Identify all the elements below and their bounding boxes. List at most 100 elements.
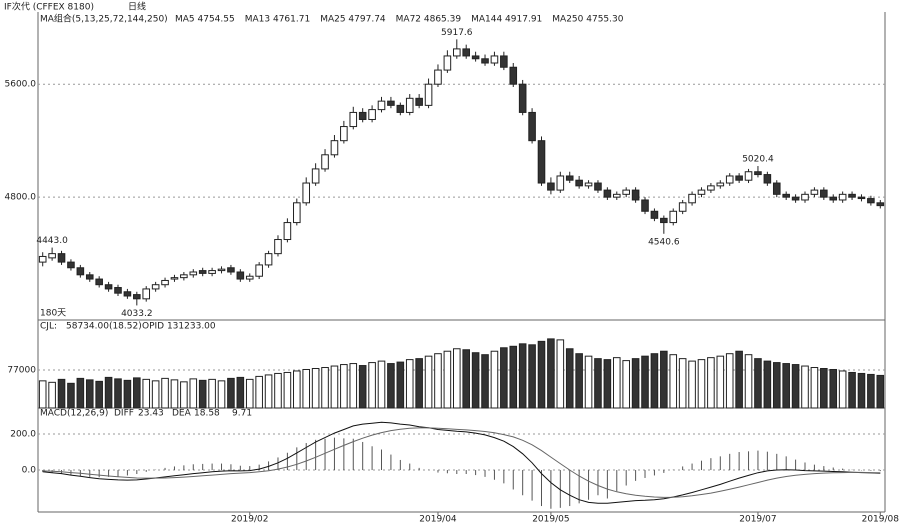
volume-bar [801, 365, 809, 409]
volume-bar [114, 378, 122, 409]
annotation: 5020.4 [742, 155, 774, 165]
y-tick-label: 0.0 [22, 466, 37, 476]
ma-label: MA5 4754.55 [175, 15, 235, 25]
volume-bar [725, 353, 734, 409]
candle-body [565, 175, 574, 181]
annotation: 4540.6 [648, 237, 680, 247]
volume-bar [264, 374, 273, 409]
candle-body [810, 189, 819, 195]
volume-bar [217, 380, 226, 409]
candle-body [217, 268, 226, 272]
ma-label: MA72 4865.39 [396, 15, 462, 25]
candle-body [227, 267, 235, 273]
candle-body [358, 111, 367, 120]
candle-body [104, 284, 113, 290]
candle-body [857, 196, 866, 200]
candle-body [151, 284, 160, 290]
volume-bar [707, 357, 715, 409]
candle-body [660, 217, 668, 224]
ma-label: MA13 4761.71 [245, 15, 310, 25]
volume-bar [660, 350, 668, 409]
volume-bar [227, 377, 235, 409]
volume-bar [330, 365, 339, 409]
volume-bar [434, 353, 442, 409]
candle-body [867, 198, 875, 204]
candle-body [255, 264, 263, 277]
legend-value: 23.43 [138, 409, 164, 419]
volume-bar [358, 365, 367, 409]
candle-body [453, 48, 461, 57]
candle-body [57, 253, 66, 263]
candle-body [340, 126, 348, 142]
legend-name: DEA [172, 409, 192, 419]
volume-bar [368, 362, 376, 409]
candle-body [283, 222, 292, 241]
candle-body [245, 275, 254, 280]
volume-bar [782, 363, 790, 409]
candle-body [76, 267, 85, 276]
candle-body [594, 182, 602, 191]
x-tick-label: 2019/04 [419, 515, 457, 525]
volume-bar [161, 377, 169, 409]
volume-bar [772, 362, 781, 409]
volume-bar [876, 374, 885, 409]
candle-body [669, 210, 678, 224]
volume-bar [180, 381, 188, 409]
volume-bar [678, 358, 687, 409]
volume-bar [791, 364, 800, 409]
volume-bar [151, 380, 160, 409]
volume-bar [38, 380, 47, 409]
candle-body [481, 58, 489, 64]
range-label: 180天 [40, 309, 66, 319]
candle-body [622, 189, 630, 195]
ma-label: MA250 4755.30 [552, 15, 623, 25]
volume-bar [490, 350, 499, 409]
volume-bar [283, 371, 292, 409]
volume-bar [641, 355, 649, 409]
volume-bar [85, 379, 94, 409]
candle-body [603, 189, 612, 198]
volume-bar [857, 372, 866, 409]
volume-bar [415, 358, 423, 409]
x-tick-label: 2019/05 [532, 515, 569, 525]
candle-body [311, 168, 320, 184]
macd-line [42, 427, 881, 498]
candle-body [688, 193, 696, 204]
candle-body [509, 66, 518, 85]
candle-body [123, 291, 132, 297]
volume-bar [255, 375, 263, 409]
macd-title: MACD(12,26,9) [40, 409, 108, 419]
volume-bar [67, 382, 75, 409]
candle-body [650, 210, 659, 219]
candle-body [500, 55, 508, 68]
volume-bar [575, 353, 583, 409]
volume-bar [838, 370, 847, 409]
volume-bar [170, 379, 179, 409]
legend-name: DIFF [114, 409, 134, 419]
volume-bar [688, 360, 696, 409]
candle-body [85, 274, 94, 280]
candle-body [434, 69, 442, 85]
volume-bar [518, 343, 527, 409]
y-tick-label: 200.0 [10, 430, 36, 440]
candle-body [377, 100, 386, 111]
volume-bar [744, 354, 753, 409]
macd-value: 9.71 [232, 409, 252, 419]
candle-body [161, 279, 169, 286]
volume-bar [528, 344, 536, 409]
volume-bar [311, 368, 320, 409]
volume-bar [509, 345, 518, 409]
volume-bar [820, 368, 828, 409]
volume-bar [293, 370, 301, 409]
volume-bar [424, 355, 433, 409]
candle-body [95, 278, 103, 286]
candle-body [349, 111, 358, 128]
candle-body [67, 261, 75, 269]
ma-label: MA25 4797.74 [320, 15, 386, 25]
symbol: IF次代 (CFFEX 8180) [4, 1, 94, 13]
volume-title: CJL: [40, 322, 57, 332]
volume-bar [349, 363, 358, 409]
y-tick-label: 77000 [7, 365, 36, 375]
volume-bar [735, 350, 743, 409]
